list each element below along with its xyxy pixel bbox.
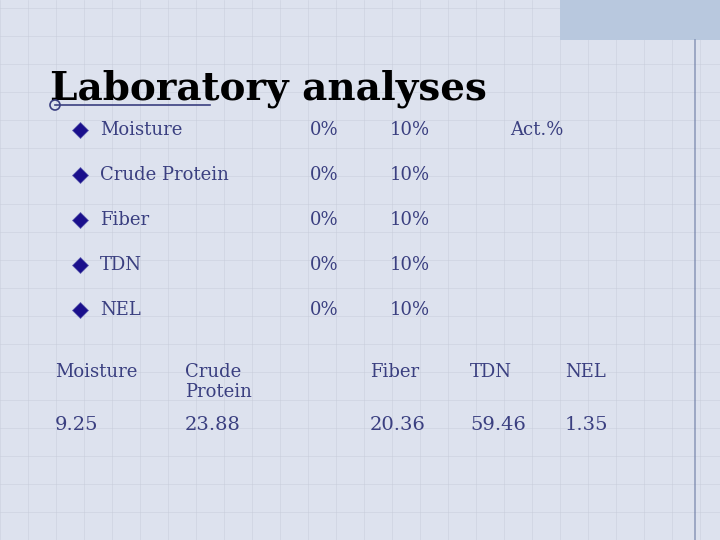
Text: Act.%: Act.% xyxy=(510,121,563,139)
Text: 10%: 10% xyxy=(390,166,430,184)
Text: 10%: 10% xyxy=(390,121,430,139)
Text: 9.25: 9.25 xyxy=(55,416,99,434)
Text: Crude: Crude xyxy=(185,363,241,381)
Text: Fiber: Fiber xyxy=(370,363,419,381)
Text: 0%: 0% xyxy=(310,166,338,184)
Text: 59.46: 59.46 xyxy=(470,416,526,434)
Text: 0%: 0% xyxy=(310,301,338,319)
Text: Moisture: Moisture xyxy=(55,363,138,381)
Text: TDN: TDN xyxy=(100,256,142,274)
Text: TDN: TDN xyxy=(470,363,512,381)
Text: Crude Protein: Crude Protein xyxy=(100,166,229,184)
Text: NEL: NEL xyxy=(565,363,606,381)
Text: 0%: 0% xyxy=(310,121,338,139)
Text: Moisture: Moisture xyxy=(100,121,182,139)
Text: Laboratory analyses: Laboratory analyses xyxy=(50,70,487,109)
Bar xyxy=(560,0,720,40)
Text: 10%: 10% xyxy=(390,256,430,274)
Text: 10%: 10% xyxy=(390,211,430,229)
Text: 0%: 0% xyxy=(310,211,338,229)
Text: Protein: Protein xyxy=(185,383,252,401)
Text: Fiber: Fiber xyxy=(100,211,149,229)
Text: 1.35: 1.35 xyxy=(565,416,608,434)
Text: 20.36: 20.36 xyxy=(370,416,426,434)
Text: NEL: NEL xyxy=(100,301,140,319)
Text: 0%: 0% xyxy=(310,256,338,274)
Text: 23.88: 23.88 xyxy=(185,416,241,434)
Text: 10%: 10% xyxy=(390,301,430,319)
